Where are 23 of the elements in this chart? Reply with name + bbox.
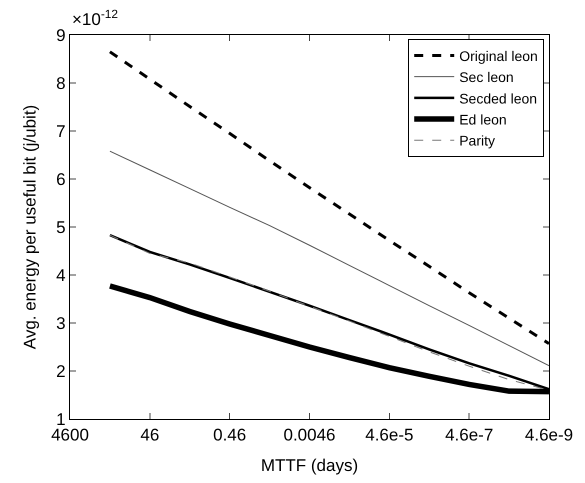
legend-label: Parity (459, 132, 496, 149)
x-tick-label: 4.6e-9 (524, 425, 574, 444)
y-tick-label: 7 (56, 122, 66, 141)
legend-label: Secded leon (459, 90, 538, 106)
y-tick-label: 6 (56, 170, 66, 189)
legend-label: Original leon (459, 48, 538, 64)
y-axis-title: Avg. energy per useful bit (j/ubit) (20, 104, 40, 350)
legend-label: Sec leon (459, 69, 514, 86)
y-tick-label: 8 (56, 74, 66, 93)
y-tick-label: 2 (56, 362, 66, 381)
text: ×10$^{-12}$ (72, 7, 118, 30)
line-series (109, 150, 549, 366)
y-tick-label: 9 (56, 26, 66, 45)
y-tick-label: 3 (56, 314, 66, 333)
legend-label: Ed leon (459, 112, 507, 128)
x-tick-label: 0.0046 (284, 425, 336, 444)
x-tick-label: 46 (140, 425, 160, 444)
y-tick-label: 5 (56, 218, 66, 237)
y-tick-label: 4 (56, 266, 66, 285)
x-tick-label: 0.46 (213, 425, 246, 444)
x-tick-label: 4.6e-5 (365, 425, 414, 444)
x-axis-title: MTTF (days) (260, 456, 358, 475)
x-tick-label: 4.6e-7 (445, 425, 494, 444)
